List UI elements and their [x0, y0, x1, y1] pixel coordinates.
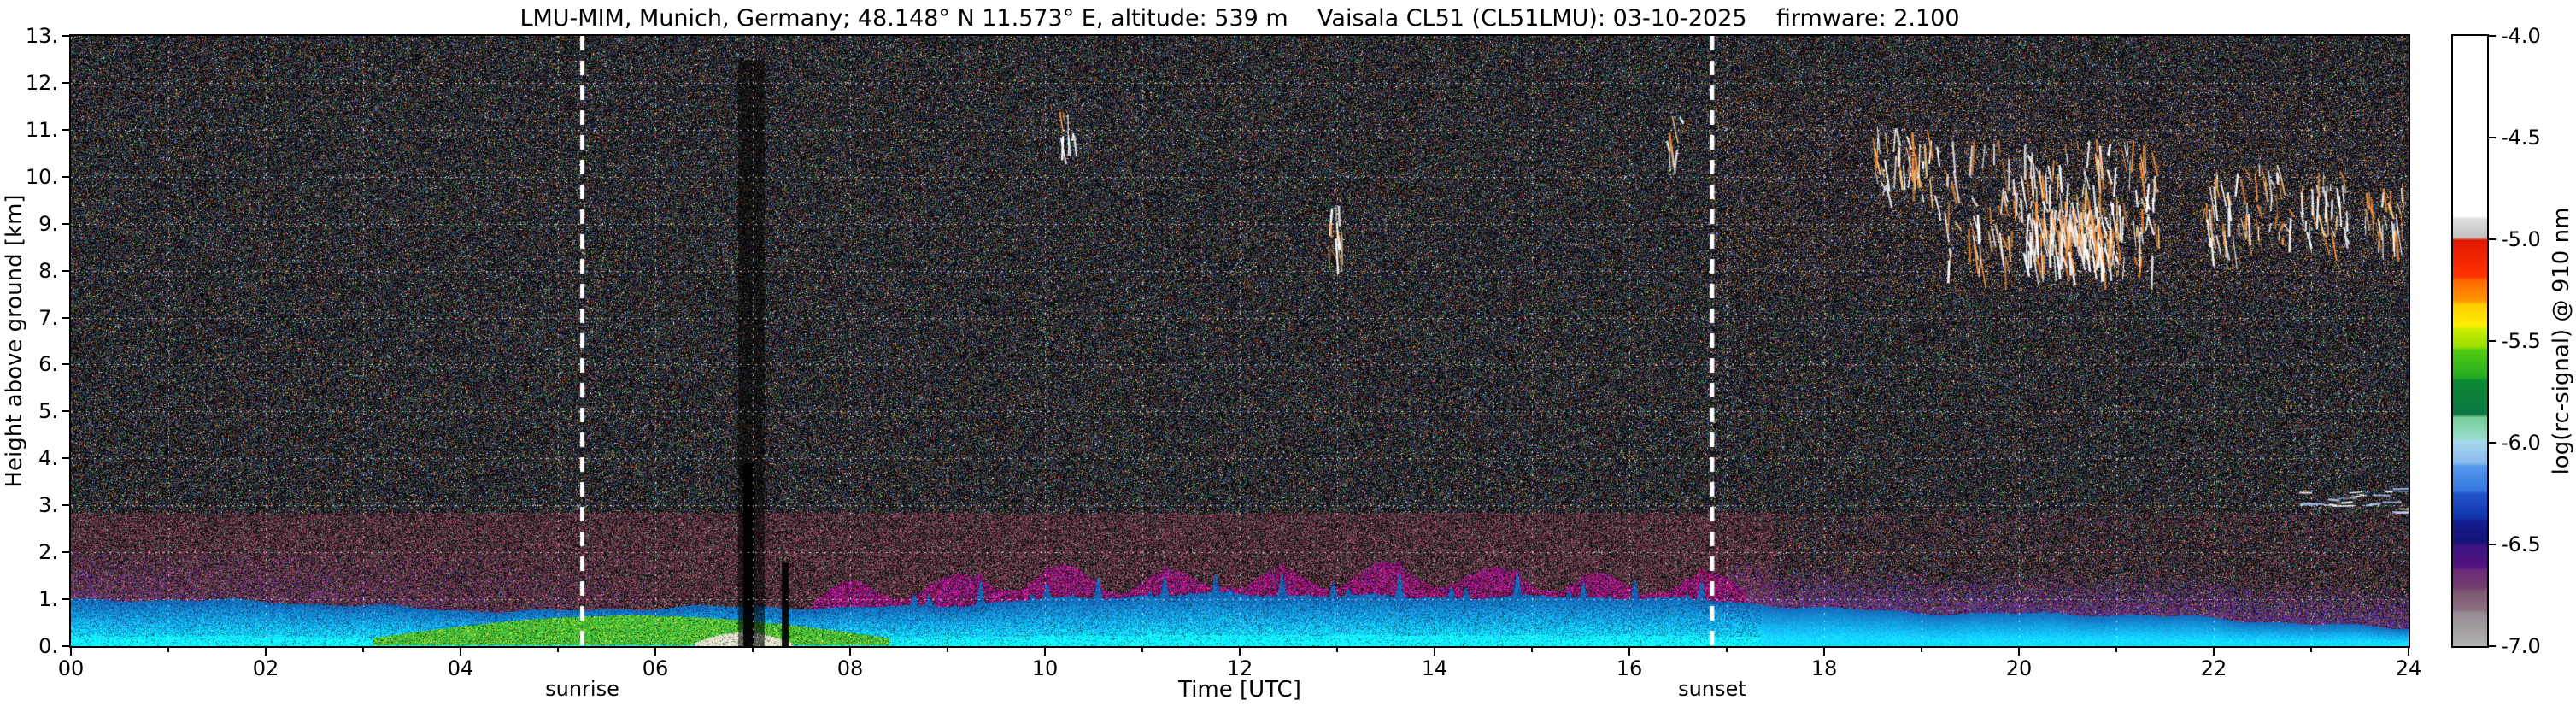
- y-tick-label: 13.: [25, 24, 58, 48]
- x-tick-mark: [460, 648, 461, 656]
- x-tick-mark: [1823, 648, 1825, 656]
- sunrise-annotation: sunrise: [545, 677, 619, 701]
- x-minor-tick-mark: [947, 648, 948, 652]
- colorbar-tick-mark: [2489, 645, 2496, 647]
- sunset-annotation: sunset: [1678, 677, 1746, 701]
- x-minor-tick-mark: [557, 648, 559, 652]
- colorbar-label: log(rc-signal) @ 910 nm: [2549, 207, 2574, 475]
- x-tick-label: 16: [1616, 656, 1643, 680]
- x-tick-mark: [2213, 648, 2215, 656]
- y-tick-label: 7.: [38, 305, 58, 330]
- x-minor-tick-mark: [1141, 648, 1143, 652]
- colorbar-tick-label: -6.5: [2501, 532, 2541, 556]
- y-tick-mark: [62, 222, 69, 225]
- colorbar-tick-mark: [2489, 238, 2496, 240]
- x-tick-mark: [654, 648, 656, 656]
- y-tick-mark: [62, 457, 69, 460]
- y-tick-mark: [62, 410, 69, 413]
- y-tick-mark: [62, 35, 69, 37]
- x-tick-label: 02: [252, 656, 279, 680]
- y-tick-label: 9.: [38, 211, 58, 236]
- x-tick-mark: [849, 648, 851, 656]
- x-minor-tick-mark: [362, 648, 364, 652]
- x-tick-mark: [1239, 648, 1241, 656]
- colorbar-tick-label: -4.0: [2501, 24, 2541, 48]
- x-tick-label: 00: [57, 656, 85, 680]
- y-tick-label: 12.: [25, 70, 58, 95]
- y-tick-mark: [62, 175, 69, 178]
- y-tick-mark: [62, 316, 69, 319]
- x-tick-mark: [1628, 648, 1630, 656]
- colorbar-tick-label: -7.0: [2501, 634, 2541, 658]
- colorbar-tick-mark: [2489, 544, 2496, 545]
- y-tick-mark: [62, 645, 69, 647]
- x-minor-tick-mark: [1531, 648, 1533, 652]
- x-minor-tick-mark: [2115, 648, 2117, 652]
- backscatter-heatmap: [71, 36, 2409, 646]
- y-tick-label: 4.: [38, 446, 58, 471]
- y-tick-mark: [62, 81, 69, 84]
- x-tick-label: 22: [2200, 656, 2227, 680]
- x-minor-tick-mark: [752, 648, 754, 652]
- y-tick-label: 0.: [38, 634, 58, 658]
- x-tick-mark: [2408, 648, 2409, 656]
- y-tick-label: 10.: [25, 164, 58, 189]
- x-tick-label: 08: [836, 656, 864, 680]
- x-tick-label: 10: [1031, 656, 1059, 680]
- y-tick-mark: [62, 504, 69, 507]
- y-tick-mark: [62, 598, 69, 601]
- y-tick-mark: [62, 269, 69, 272]
- y-tick-label: 1.: [38, 587, 58, 612]
- x-minor-tick-mark: [1921, 648, 1922, 652]
- y-tick-mark: [62, 363, 69, 366]
- y-tick-mark: [62, 551, 69, 554]
- colorbar-tick-mark: [2489, 35, 2496, 37]
- x-tick-mark: [1434, 648, 1435, 656]
- x-tick-label: 14: [1421, 656, 1448, 680]
- y-axis-label: Height above ground [km]: [2, 194, 27, 488]
- x-tick-label: 20: [2005, 656, 2033, 680]
- x-minor-tick-mark: [1336, 648, 1338, 652]
- x-tick-label: 06: [642, 656, 669, 680]
- figure-title: LMU-MIM, Munich, Germany; 48.148° N 11.5…: [519, 5, 1960, 32]
- x-minor-tick-mark: [1726, 648, 1728, 652]
- y-tick-label: 6.: [38, 352, 58, 377]
- colorbar-tick-label: -4.5: [2501, 126, 2541, 150]
- colorbar-tick-mark: [2489, 137, 2496, 138]
- x-tick-mark: [265, 648, 267, 656]
- x-axis-label: Time [UTC]: [1178, 677, 1301, 703]
- colorbar-tick-label: -6.0: [2501, 431, 2541, 455]
- x-tick-label: 24: [2395, 656, 2422, 680]
- colorbar-gradient: [2453, 36, 2487, 646]
- y-tick-label: 3.: [38, 493, 58, 518]
- x-tick-label: 04: [447, 656, 474, 680]
- y-tick-label: 2.: [38, 540, 58, 565]
- colorbar-tick-mark: [2489, 340, 2496, 342]
- plot-frame: [69, 34, 2410, 648]
- x-tick-label: 12: [1226, 656, 1253, 680]
- x-tick-mark: [2018, 648, 2020, 656]
- x-tick-mark: [1044, 648, 1046, 656]
- x-minor-tick-mark: [2310, 648, 2312, 652]
- x-tick-label: 18: [1810, 656, 1838, 680]
- colorbar-tick-mark: [2489, 442, 2496, 444]
- y-tick-label: 5.: [38, 399, 58, 424]
- colorbar: [2451, 34, 2489, 648]
- y-tick-label: 8.: [38, 258, 58, 283]
- colorbar-tick-label: -5.0: [2501, 227, 2541, 251]
- x-minor-tick-mark: [167, 648, 169, 652]
- colorbar-tick-label: -5.5: [2501, 329, 2541, 353]
- y-tick-label: 11.: [25, 117, 58, 142]
- y-tick-mark: [62, 128, 69, 131]
- x-tick-mark: [70, 648, 72, 656]
